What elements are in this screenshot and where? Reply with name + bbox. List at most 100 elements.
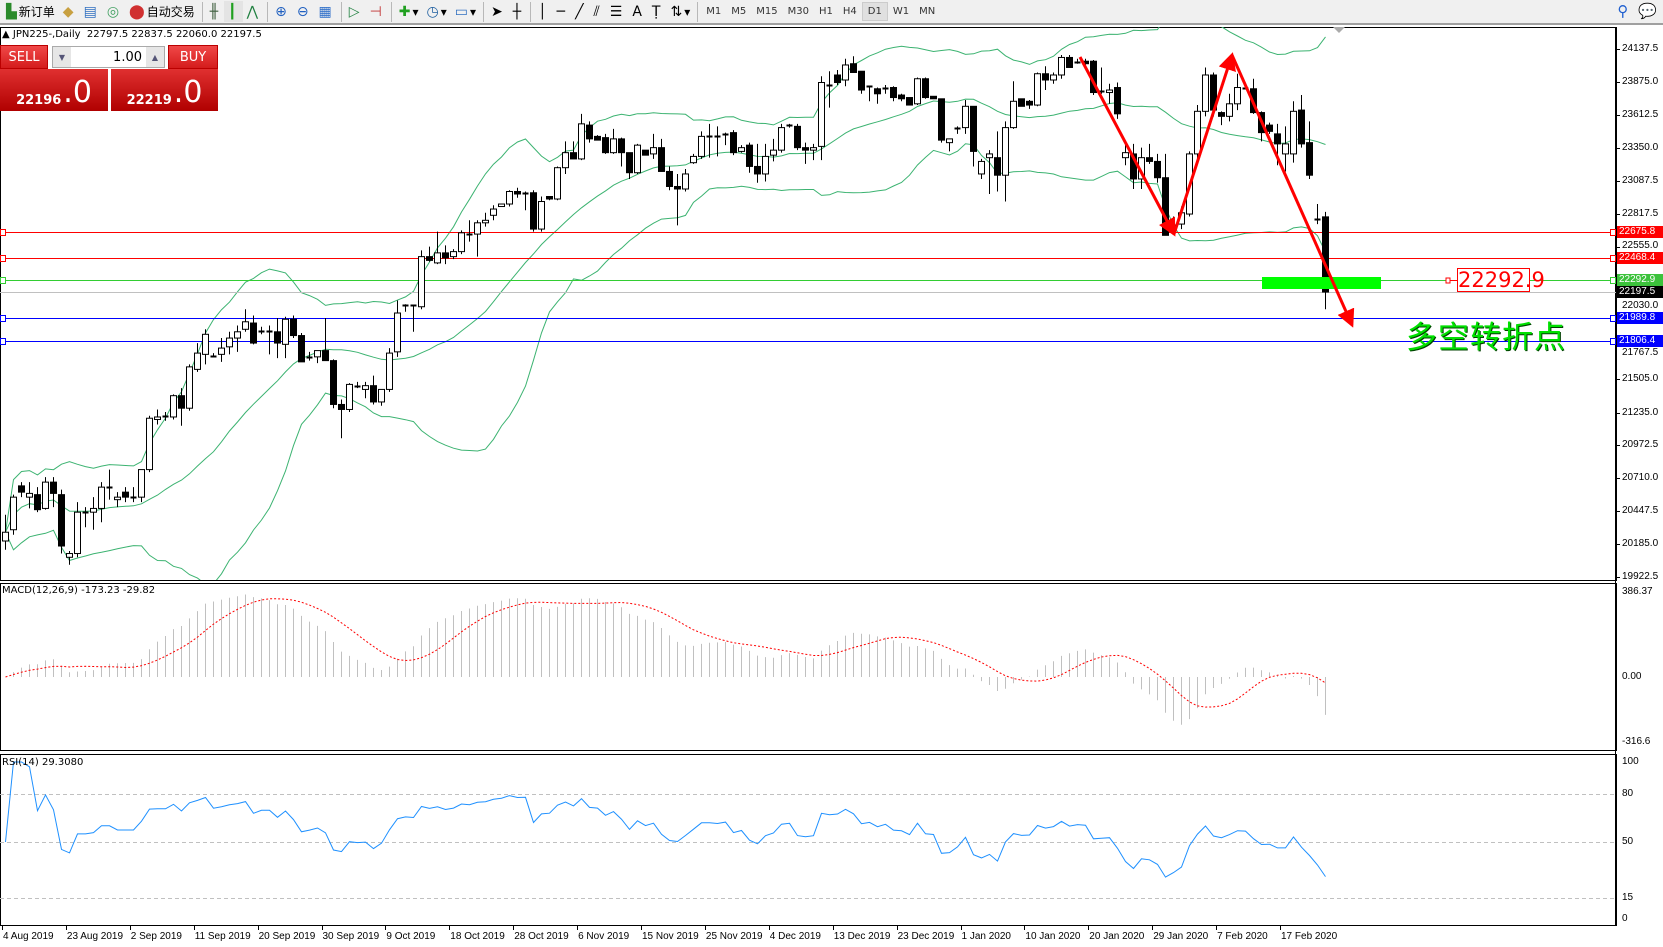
tile-windows-button[interactable]: ▦ bbox=[315, 1, 338, 22]
price-text-label[interactable]: 22292.9 bbox=[1457, 268, 1545, 292]
candle-body bbox=[90, 507, 97, 513]
candle bbox=[442, 245, 449, 265]
sell-button[interactable]: SELL bbox=[0, 45, 48, 69]
templates-button[interactable]: ▭ ▾ bbox=[454, 3, 477, 20]
candle-body bbox=[986, 153, 993, 159]
horizontal-line-button[interactable]: ─ bbox=[553, 1, 571, 22]
date-tick-label: 23 Dec 2019 bbox=[897, 931, 955, 942]
text-button[interactable]: A bbox=[628, 1, 648, 22]
candle-body bbox=[1010, 100, 1017, 129]
candle bbox=[402, 304, 409, 312]
zoom-out-icon: ⊖ bbox=[296, 3, 309, 20]
history-button[interactable]: ◆ bbox=[59, 1, 80, 22]
candlestick-icon: ┃ bbox=[228, 3, 237, 20]
indicators-button[interactable]: ✚ ▾ bbox=[398, 3, 419, 20]
candle-body bbox=[506, 190, 513, 205]
timeframe-d1[interactable]: D1 bbox=[861, 2, 888, 21]
candle-body bbox=[602, 137, 609, 154]
candle-body bbox=[530, 192, 537, 230]
cursor-button[interactable]: ➤ bbox=[487, 1, 509, 22]
zoom-in-icon: ⊕ bbox=[275, 3, 287, 20]
candle bbox=[650, 133, 657, 159]
candle-body bbox=[442, 252, 449, 259]
candle bbox=[1106, 83, 1113, 104]
new-order-button[interactable]: ▙ 新订单 bbox=[2, 1, 59, 22]
pane-border-1 bbox=[0, 583, 1617, 751]
candle bbox=[1074, 58, 1081, 64]
candle-body bbox=[330, 360, 337, 405]
candle bbox=[834, 69, 841, 86]
timeframe-h4[interactable]: H4 bbox=[842, 6, 857, 17]
chart-window[interactable] bbox=[0, 27, 1616, 925]
arrows-button[interactable]: ⇅ ▾ bbox=[670, 3, 691, 20]
macd-tick-label: 0.00 bbox=[1622, 671, 1642, 682]
candle-body bbox=[570, 152, 577, 160]
trendline-button[interactable]: ╱ bbox=[571, 1, 589, 22]
lot-input[interactable]: 1.00 bbox=[113, 49, 142, 65]
buy-price-main: 22219 bbox=[126, 93, 172, 108]
candle-body bbox=[1154, 160, 1161, 179]
sell-price[interactable]: 22196.0 bbox=[0, 69, 108, 111]
candle-body bbox=[186, 366, 193, 409]
crosshair-button[interactable]: ┼ bbox=[509, 1, 527, 22]
candle-body bbox=[394, 312, 401, 353]
line-chart-button[interactable]: ⋀ bbox=[243, 1, 264, 22]
divider bbox=[390, 1, 392, 22]
auto-scroll-button[interactable]: ▷ bbox=[345, 1, 366, 22]
candle-body bbox=[242, 321, 249, 330]
vertical-line-button[interactable]: │ bbox=[534, 1, 552, 22]
pivot-text-label[interactable]: 多空转折点 bbox=[1406, 320, 1566, 356]
price-tick-label: 22555.0 bbox=[1622, 240, 1659, 251]
divider bbox=[340, 1, 342, 22]
price-tick-label: 24137.5 bbox=[1622, 43, 1659, 54]
timeframe-m1[interactable]: M1 bbox=[706, 6, 722, 17]
lot-stepper[interactable]: ▼ 1.00 ▲ bbox=[52, 46, 165, 68]
candle-body bbox=[594, 135, 601, 141]
candle bbox=[1218, 111, 1225, 126]
text-label-button[interactable]: Ṭ bbox=[648, 1, 667, 22]
periods-button[interactable]: ◷ ▾ bbox=[426, 3, 447, 20]
candle-body bbox=[682, 173, 689, 190]
candlestick-button[interactable]: ┃ bbox=[224, 1, 243, 22]
signals-button[interactable]: ◎ bbox=[103, 1, 125, 22]
timeframe-h1[interactable]: H1 bbox=[818, 6, 833, 17]
timeframe-m15[interactable]: M15 bbox=[756, 6, 778, 17]
candle bbox=[490, 205, 497, 221]
bar-chart-button[interactable]: ╫ bbox=[206, 1, 224, 22]
candle bbox=[1306, 121, 1313, 179]
auto-trading-button[interactable]: ⬤ 自动交易 bbox=[125, 1, 199, 22]
candle-body bbox=[1218, 112, 1225, 117]
candle bbox=[410, 304, 417, 332]
candle bbox=[762, 143, 769, 182]
buy-price[interactable]: 22219.0 bbox=[111, 69, 218, 111]
fibonacci-button[interactable]: ☰ bbox=[606, 1, 629, 22]
timeframe-m30[interactable]: M30 bbox=[787, 6, 809, 17]
buy-button[interactable]: BUY bbox=[168, 45, 218, 69]
timeframe-w1[interactable]: W1 bbox=[892, 6, 910, 17]
date-tick-label: 25 Nov 2019 bbox=[705, 931, 763, 942]
candle-body bbox=[810, 147, 817, 151]
chart-shift-button[interactable]: ⊣ bbox=[366, 1, 388, 22]
candle bbox=[754, 143, 761, 183]
candle bbox=[426, 246, 433, 262]
collapse-triangle-icon[interactable]: ▲ bbox=[2, 29, 10, 40]
timeframe-mn[interactable]: MN bbox=[919, 6, 936, 17]
lot-decrease-button[interactable]: ▼ bbox=[53, 47, 71, 67]
date-tick-label: 11 Sep 2019 bbox=[194, 931, 251, 942]
timeframe-m5[interactable]: M5 bbox=[731, 6, 747, 17]
search-icon[interactable]: ⚲ bbox=[1617, 2, 1629, 20]
candle bbox=[810, 143, 817, 161]
candle bbox=[594, 135, 601, 141]
zoom-in-button[interactable]: ⊕ bbox=[271, 1, 293, 22]
lot-increase-button[interactable]: ▲ bbox=[146, 47, 164, 67]
candle bbox=[1050, 72, 1057, 84]
candle bbox=[882, 85, 889, 94]
chat-icon[interactable]: 💬 bbox=[1638, 2, 1657, 20]
candle bbox=[1042, 66, 1049, 91]
zoom-out-button[interactable]: ⊖ bbox=[293, 1, 315, 22]
fibonacci-channels-button[interactable]: ⫽ bbox=[590, 1, 606, 22]
experts-button[interactable]: ▤ bbox=[80, 1, 103, 22]
bollinger-upper bbox=[5, 27, 1326, 533]
candle bbox=[498, 203, 505, 208]
